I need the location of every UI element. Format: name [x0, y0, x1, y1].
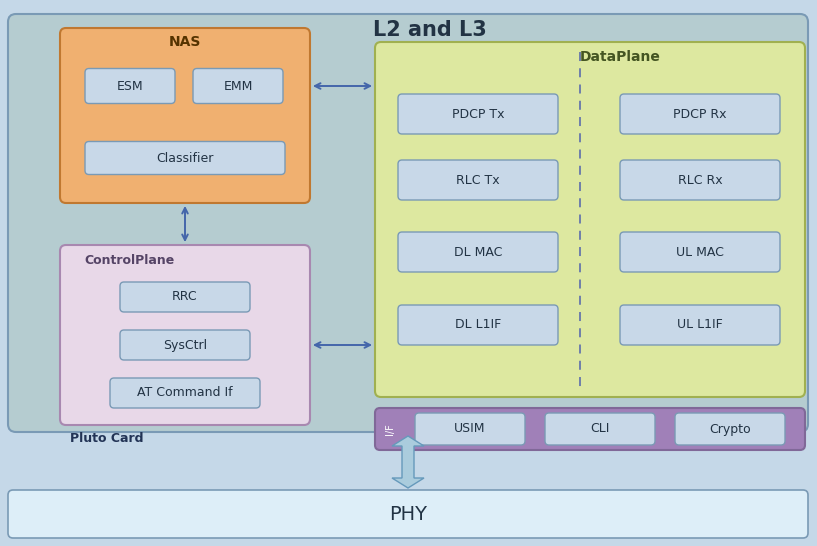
Text: PDCP Tx: PDCP Tx — [452, 108, 504, 121]
FancyBboxPatch shape — [120, 330, 250, 360]
FancyBboxPatch shape — [60, 245, 310, 425]
FancyBboxPatch shape — [675, 413, 785, 445]
Text: UL MAC: UL MAC — [676, 246, 724, 258]
Text: DL L1IF: DL L1IF — [455, 318, 501, 331]
FancyBboxPatch shape — [398, 160, 558, 200]
Text: DL MAC: DL MAC — [453, 246, 502, 258]
FancyBboxPatch shape — [375, 408, 805, 450]
FancyBboxPatch shape — [620, 305, 780, 345]
Text: RLC Tx: RLC Tx — [456, 174, 500, 187]
FancyBboxPatch shape — [8, 14, 808, 432]
Text: Pluto Card: Pluto Card — [70, 432, 144, 446]
FancyBboxPatch shape — [60, 28, 310, 203]
Text: ESM: ESM — [117, 80, 143, 92]
FancyBboxPatch shape — [620, 160, 780, 200]
Text: UL L1IF: UL L1IF — [677, 318, 723, 331]
Text: RRC: RRC — [172, 290, 198, 304]
FancyBboxPatch shape — [398, 232, 558, 272]
FancyBboxPatch shape — [193, 68, 283, 104]
FancyBboxPatch shape — [398, 305, 558, 345]
Text: I/F: I/F — [385, 423, 395, 435]
FancyBboxPatch shape — [545, 413, 655, 445]
Text: USIM: USIM — [454, 423, 486, 436]
FancyBboxPatch shape — [620, 232, 780, 272]
Text: ControlPlane: ControlPlane — [85, 253, 175, 266]
Text: EMM: EMM — [223, 80, 252, 92]
Text: AT Command If: AT Command If — [137, 387, 233, 400]
FancyBboxPatch shape — [398, 94, 558, 134]
FancyBboxPatch shape — [110, 378, 260, 408]
Text: NAS: NAS — [169, 35, 201, 49]
Polygon shape — [392, 436, 424, 488]
Text: Classifier: Classifier — [156, 151, 214, 164]
Text: PDCP Rx: PDCP Rx — [673, 108, 727, 121]
Text: L2 and L3: L2 and L3 — [373, 20, 487, 40]
Text: RLC Rx: RLC Rx — [677, 174, 722, 187]
FancyBboxPatch shape — [620, 94, 780, 134]
Text: SysCtrl: SysCtrl — [163, 339, 207, 352]
Text: PHY: PHY — [389, 505, 427, 524]
FancyBboxPatch shape — [375, 42, 805, 397]
Text: DataPlane: DataPlane — [579, 50, 660, 64]
Text: Crypto: Crypto — [709, 423, 751, 436]
FancyBboxPatch shape — [120, 282, 250, 312]
FancyBboxPatch shape — [8, 490, 808, 538]
Text: CLI: CLI — [591, 423, 609, 436]
FancyBboxPatch shape — [85, 141, 285, 175]
FancyBboxPatch shape — [415, 413, 525, 445]
FancyBboxPatch shape — [85, 68, 175, 104]
